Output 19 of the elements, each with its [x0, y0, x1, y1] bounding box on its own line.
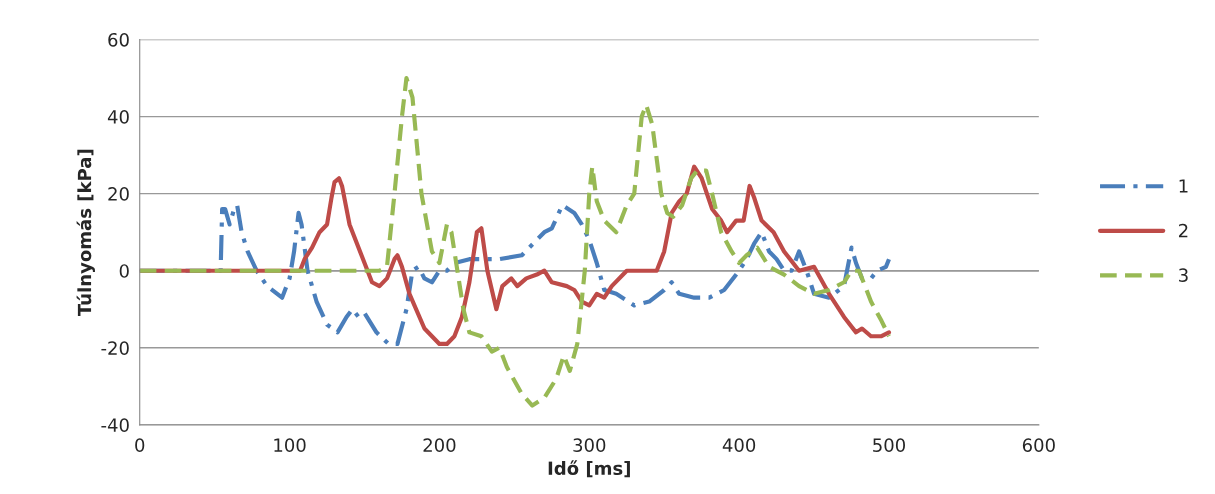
legend-label: 2 — [1178, 223, 1188, 238]
x-tick-label: 0 — [135, 438, 145, 453]
y-tick-label: 0 — [119, 264, 129, 278]
x-tick-label: 600 — [1022, 438, 1055, 453]
y-tick-label: 60 — [108, 32, 129, 47]
line-series — [139, 75, 892, 408]
y-tick-label: -20 — [101, 341, 129, 355]
y-tick-label: -40 — [101, 418, 129, 432]
x-tick-label: 300 — [573, 438, 606, 453]
legend-label: 3 — [1179, 268, 1188, 282]
y-tick-label: 40 — [107, 110, 129, 124]
x-tick-label: 400 — [722, 438, 756, 453]
y-axis-title: Túlnyomás [kPa] — [76, 149, 95, 317]
x-tick-label: 100 — [274, 438, 306, 453]
legend-label: 1 — [1179, 179, 1188, 193]
y-tick-label: 20 — [108, 187, 129, 201]
x-tick-label: 200 — [423, 438, 456, 453]
x-tick-label: 500 — [873, 438, 906, 453]
x-axis-title: Idő [ms] — [548, 460, 630, 478]
